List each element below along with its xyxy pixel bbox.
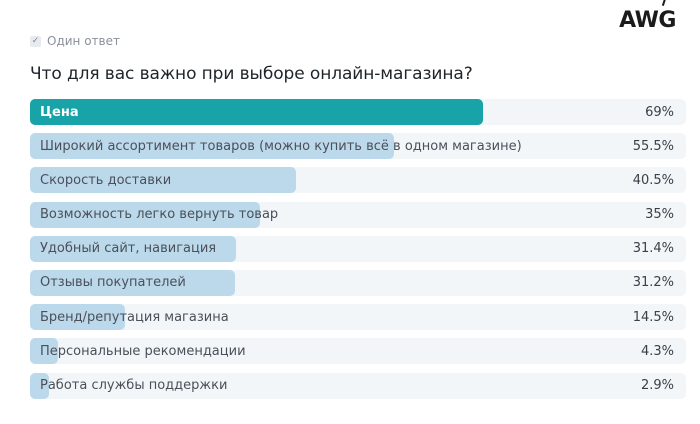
answer-row: Широкий ассортимент товаров (можно купит… [30,133,686,160]
answer-row: Работа службы поддержки 2.9% [30,372,686,399]
question-title: Что для вас важно при выборе онлайн-мага… [30,64,473,84]
answer-label: Цена [40,104,79,120]
answer-row: Отзывы покупателей 31.2% [30,269,686,296]
answer-label: Возможность легко вернуть товар [40,207,279,223]
answer-bar [30,338,59,365]
answer-percent: 55.5% [632,138,674,154]
answer-bar [30,133,395,160]
answer-bar [30,99,483,125]
answer-bar [30,269,235,296]
answer-mode: ✓ Один ответ [30,34,120,48]
answer-label: Бренд/репутация магазина [40,309,229,325]
answer-percent: 40.5% [632,172,674,188]
answer-row: Бренд/репутация магазина 14.5% [30,304,686,331]
answer-label: Отзывы покупателей [40,275,186,291]
answer-row: Персональные рекомендации 4.3% [30,338,686,365]
answer-percent: 35% [645,207,674,223]
answer-mode-label: Один ответ [47,34,120,48]
answer-percent: 31.4% [632,241,674,257]
answer-row: Скорость доставки 40.5% [30,167,686,194]
answer-bar [30,372,50,399]
answer-bar [30,304,126,331]
answer-label: Персональные рекомендации [40,343,246,359]
logo-slash-mark [661,0,669,6]
answer-label: Широкий ассортимент товаров (можно купит… [40,138,522,154]
answer-bar [30,201,260,228]
answer-percent: 4.3% [640,343,674,359]
answer-row: Цена 69% [30,99,686,125]
answer-label: Удобный сайт, навигация [40,241,217,257]
answer-bar [30,235,236,262]
answer-percent: 31.2% [632,275,674,291]
answer-label: Скорость доставки [40,172,172,188]
answer-percent: 2.9% [640,378,674,393]
answer-bar [30,167,296,194]
answer-row: Удобный сайт, навигация 31.4% [30,235,686,262]
answer-row: Возможность легко вернуть товар 35% [30,201,686,228]
answer-label: Работа службы поддержки [40,378,228,393]
answer-percent: 69% [645,104,674,120]
checkmark-icon: ✓ [30,35,41,47]
logo-text: AWG [619,8,676,33]
answer-percent: 14.5% [632,309,674,325]
results-chart: Цена 69% Широкий ассортимент товаров (можн… [30,99,686,407]
